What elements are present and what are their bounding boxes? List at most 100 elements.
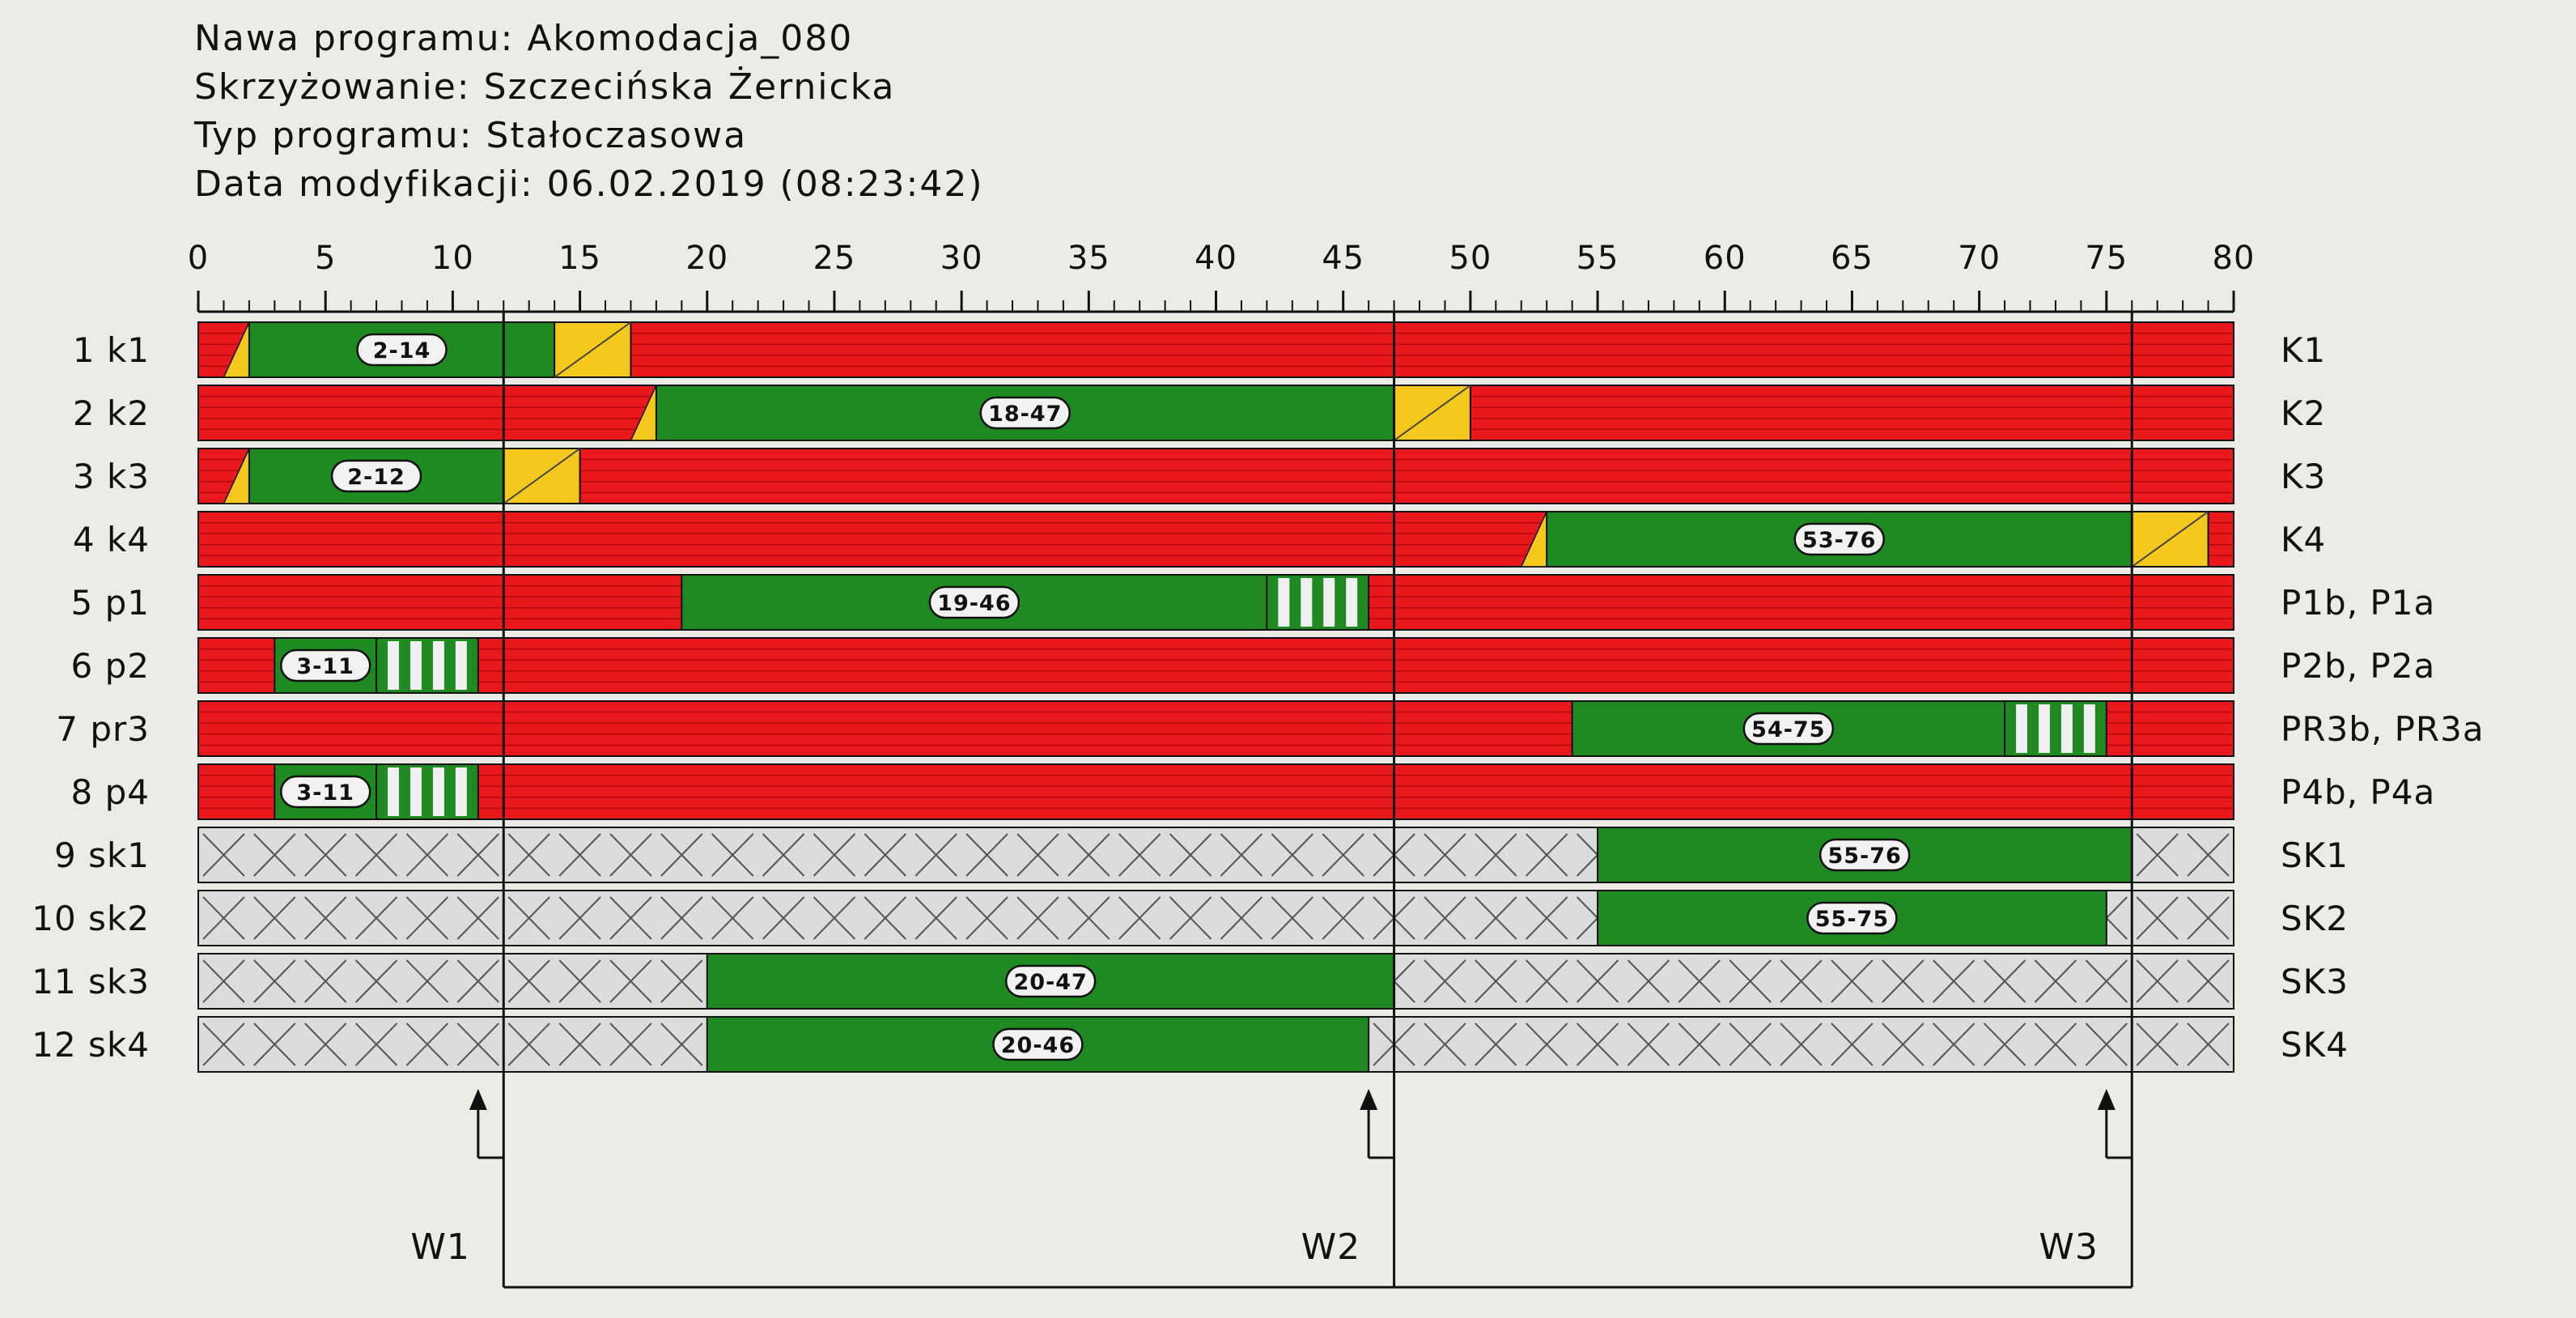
cross-mark	[1271, 896, 1313, 940]
signal-head-label: SK1	[2281, 835, 2349, 875]
red-phase-bar	[197, 637, 2234, 694]
clearance-stripe	[432, 767, 444, 816]
phase-range-label: 2-14	[373, 338, 431, 364]
cross-mark	[456, 896, 499, 940]
cross-mark	[711, 896, 754, 940]
axis-tick-label: 80	[2213, 240, 2256, 277]
marker-label: W3	[2039, 1227, 2099, 1268]
clearance-stripe	[1301, 578, 1313, 627]
cross-mark	[253, 896, 296, 940]
cross-mark	[1729, 959, 1772, 1003]
axis-tick-label: 15	[558, 240, 601, 277]
phase-range-badge	[1742, 712, 1835, 746]
axis-tick-label: 40	[1195, 240, 1237, 277]
signal-head-label: SK2	[2281, 899, 2349, 938]
cross-mark	[2034, 959, 2077, 1003]
cross-mark	[1475, 959, 1517, 1003]
modification-date: Data modyfikacji: 06.02.2019 (08:23:42)	[194, 164, 984, 205]
cross-mark	[1576, 1023, 1619, 1066]
cross-mark	[1526, 1023, 1568, 1066]
phase-range-label: 20-46	[1001, 1033, 1075, 1058]
cross-mark	[1933, 959, 1975, 1003]
program-name: Nawa programu: Akomodacja_080	[194, 18, 854, 59]
axis-tick-label: 30	[940, 240, 983, 277]
clearance-stripe	[2038, 704, 2050, 753]
cross-mark	[354, 896, 398, 940]
program-header: Nawa programu: Akomodacja_080 Skrzyżowan…	[194, 15, 984, 209]
cross-mark	[2187, 833, 2230, 877]
cross-mark	[1169, 896, 1212, 940]
intersection-name: Skrzyżowanie: Szczecińska Żernicka	[194, 66, 896, 108]
cross-mark	[1220, 833, 1263, 877]
clearance-stripe	[2016, 704, 2028, 753]
signal-head-label: P2b, P2a	[2281, 646, 2435, 686]
program-type: Typ programu: Stałoczasowa	[194, 115, 748, 156]
clearance-stripe	[388, 767, 400, 816]
signal-group-label: 5 p1	[71, 583, 150, 623]
yellow-diagonal	[1393, 385, 1471, 441]
cross-mark	[1169, 833, 1212, 877]
phase-range-badge	[1818, 838, 1911, 872]
phase-range-badge	[1793, 522, 1885, 556]
signal-head-label: SK3	[2281, 962, 2349, 1001]
cross-mark	[405, 1023, 449, 1066]
signal-group-row: 9 sk1 SK1 55-76	[54, 827, 2349, 883]
signal-head-label: P4b, P4a	[2281, 772, 2435, 812]
phase-range-label: 53-76	[1802, 528, 1876, 553]
marker-arrow	[469, 1089, 487, 1110]
signal-group-row: 12 sk4 SK4 20-46	[32, 1016, 2348, 1073]
axis-tick-label: 35	[1067, 240, 1110, 277]
signal-group-label: 7 pr3	[56, 709, 150, 749]
cross-mark	[1118, 896, 1161, 940]
signal-group-row: 2 k2 K2 18-47	[73, 385, 2325, 441]
cross-mark	[1067, 896, 1110, 940]
cross-mark	[1678, 959, 1721, 1003]
cross-mark	[1627, 1023, 1670, 1066]
cross-mark	[1424, 833, 1466, 877]
marker-label: W1	[410, 1227, 470, 1268]
cross-mark	[864, 833, 906, 877]
phase-range-label: 2-12	[347, 465, 405, 490]
cross-mark	[1067, 833, 1110, 877]
cross-mark	[2187, 1023, 2230, 1066]
cross-mark	[1526, 833, 1568, 877]
clearance-stripe	[410, 767, 422, 816]
cross-mark	[253, 959, 296, 1003]
cross-mark	[1780, 959, 1823, 1003]
phase-range-label: 20-47	[1013, 970, 1087, 995]
cross-mark	[915, 833, 957, 877]
signal-group-row: 4 k4 K4 53-76	[73, 511, 2325, 568]
cross-mark	[1424, 959, 1466, 1003]
cross-mark	[1271, 833, 1313, 877]
cross-mark	[1322, 896, 1364, 940]
cross-mark	[1576, 959, 1619, 1003]
cross-mark	[965, 833, 1008, 877]
signal-group-label: 10 sk2	[32, 899, 150, 938]
signal-group-label: 4 k4	[73, 520, 150, 559]
signal-group-label: 2 k2	[73, 393, 150, 433]
cross-mark	[965, 896, 1008, 940]
cross-mark	[1831, 1023, 1874, 1066]
axis-tick-label: 10	[431, 240, 474, 277]
axis-tick-label: 60	[1704, 240, 1746, 277]
axis-tick-label: 20	[685, 240, 728, 277]
phase-range-label: 54-75	[1751, 717, 1825, 742]
cross-mark	[762, 896, 805, 940]
axis-tick-label: 70	[1958, 240, 2001, 277]
cross-mark	[558, 959, 601, 1003]
axis-tick-label: 75	[2085, 240, 2128, 277]
phase-range-label: 3-11	[296, 780, 354, 806]
signal-group-row: 7 pr3 PR3b, PR3a 54-75	[56, 700, 2484, 757]
cross-mark	[202, 959, 245, 1003]
cross-mark	[2187, 896, 2230, 940]
signal-group-label: 1 k1	[73, 330, 150, 370]
signal-group-row: 8 p4 P4b, P4a 3-11	[71, 763, 2435, 820]
signal-group-label: 12 sk4	[32, 1025, 150, 1065]
marker-label: W2	[1301, 1227, 1361, 1268]
cross-mark	[609, 896, 652, 940]
clearance-stripe	[432, 641, 444, 690]
signal-group-row: 3 k3 K3 2-12	[73, 448, 2325, 504]
cross-mark	[405, 833, 449, 877]
cross-mark	[1322, 833, 1364, 877]
cross-mark	[202, 833, 245, 877]
